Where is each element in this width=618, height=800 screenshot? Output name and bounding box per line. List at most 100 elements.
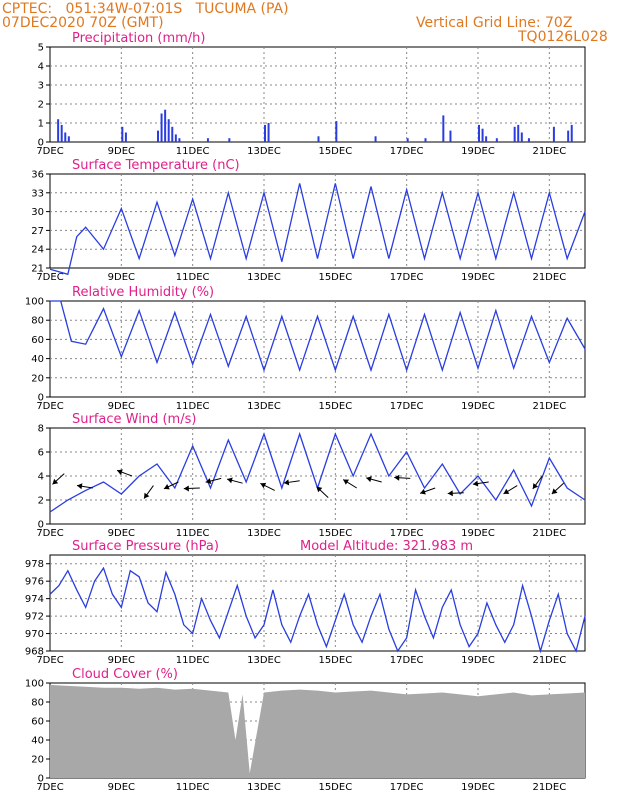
panel-4: 7DEC 9DEC 11DEC 13DEC 15DEC 17DEC 19DEC 21DEC 0 2…	[36, 412, 586, 539]
x-tick-label: 17DEC	[390, 146, 424, 157]
y-tick-label: 30	[31, 207, 44, 218]
y-tick-label: 6	[38, 448, 44, 459]
x-tick-label: 9DEC	[108, 146, 135, 157]
y-tick-label: 0	[38, 774, 44, 785]
x-tick-label: 15DEC	[318, 655, 352, 666]
precip-bar	[552, 126, 555, 142]
x-tick-label: 21DEC	[532, 146, 566, 157]
header-date: 07DEC2020 70Z (GMT)	[2, 15, 164, 31]
precip-bar	[478, 124, 480, 142]
panel-frame	[49, 173, 586, 269]
y-tick-label: 60	[31, 335, 44, 346]
x-tick-label: 17DEC	[390, 528, 424, 539]
precip-bar	[442, 115, 445, 142]
wind-arrow-head	[117, 469, 123, 475]
precip-bar	[160, 113, 163, 142]
header-station: CPTEC: 051:34W-07:01S TUCUMA (PA)	[2, 1, 289, 17]
wind-arrow-head	[205, 478, 212, 484]
precip-bar	[527, 138, 530, 142]
panel-1: 7DEC 9DEC 11DEC 13DEC 15DEC 17DEC 19DEC 21DEC 0 1…	[36, 31, 586, 157]
y-tick-label: 20	[31, 373, 44, 384]
precip-bar	[171, 126, 174, 142]
x-tick-label: 15DEC	[318, 528, 352, 539]
x-tick-label: 19DEC	[461, 146, 495, 157]
x-tick-label: 11DEC	[176, 782, 210, 793]
wind-arrow-head	[283, 479, 290, 486]
x-tick-label: 13DEC	[247, 146, 281, 157]
wind-arrow-head	[77, 483, 83, 490]
y-tick-label: 0	[38, 138, 44, 149]
x-tick-label: 11DEC	[176, 655, 210, 666]
x-tick-label: 19DEC	[461, 782, 495, 793]
panel-title: Cloud Cover (%)	[72, 667, 178, 682]
x-tick-label: 9DEC	[108, 401, 135, 412]
wind-arrow-head	[551, 488, 558, 495]
x-tick-label: 13DEC	[247, 272, 281, 283]
wind-arrow-head	[144, 492, 150, 499]
precip-bar	[264, 124, 266, 142]
wind-arrow-head	[52, 478, 59, 485]
precip-bar	[570, 124, 573, 142]
precip-bar	[481, 128, 484, 142]
x-tick-label: 19DEC	[461, 655, 495, 666]
x-tick-label: 7DEC	[36, 528, 63, 539]
precip-bar	[164, 109, 167, 142]
precip-bar	[267, 123, 270, 142]
y-tick-label: 20	[31, 755, 44, 766]
x-tick-label: 7DEC	[36, 782, 63, 793]
precip-bar	[317, 136, 320, 142]
y-tick-label: 5	[38, 43, 44, 54]
panel-title: Precipitation (mm/h)	[72, 31, 205, 46]
y-tick-label: 40	[31, 354, 44, 365]
precip-bar	[374, 136, 377, 142]
wind-arrow-head	[532, 483, 539, 489]
wind-arrow-head	[366, 476, 372, 483]
panel-6: 7DEC 9DEC 11DEC 13DEC 15DEC 17DEC 19DEC 21DEC 0 2…	[25, 667, 586, 793]
wind-arrow-head	[163, 483, 170, 490]
precip-bar	[67, 136, 70, 142]
y-tick-label: 974	[25, 594, 44, 605]
panel-title: Surface Pressure (hPa)	[72, 539, 219, 554]
precip-bar	[485, 136, 488, 142]
cloud-area	[50, 684, 585, 778]
x-tick-label: 17DEC	[390, 272, 424, 283]
y-tick-label: 970	[25, 629, 44, 640]
precip-bar	[335, 121, 338, 142]
panel-frame	[49, 46, 586, 143]
x-tick-label: 11DEC	[176, 146, 210, 157]
x-tick-label: 9DEC	[108, 272, 135, 283]
precip-bar	[567, 130, 570, 142]
wind-arrow-head	[343, 479, 349, 485]
x-tick-label: 19DEC	[461, 528, 495, 539]
y-tick-label: 33	[31, 188, 44, 199]
precip-bar	[424, 138, 427, 142]
x-tick-label: 15DEC	[318, 782, 352, 793]
precip-bar	[513, 126, 516, 142]
precip-bar	[206, 138, 209, 142]
precip-bar	[60, 124, 63, 142]
wind-arrow-head	[183, 485, 189, 492]
x-tick-label: 17DEC	[390, 655, 424, 666]
precip-bar	[121, 126, 124, 142]
y-tick-label: 21	[31, 264, 44, 275]
y-tick-label: 80	[31, 316, 44, 327]
precip-bar	[520, 132, 523, 142]
x-tick-label: 9DEC	[108, 782, 135, 793]
precip-bar	[174, 134, 177, 142]
x-tick-label: 13DEC	[247, 401, 281, 412]
panel-3: 7DEC 9DEC 11DEC 13DEC 15DEC 17DEC 19DEC 21DEC 0 2…	[25, 285, 586, 412]
y-tick-label: 2	[38, 100, 44, 111]
y-tick-label: 968	[25, 647, 44, 658]
header-model: TQ0126L028	[518, 29, 608, 45]
wind-arrow-head	[503, 488, 510, 494]
y-tick-label: 60	[31, 717, 44, 728]
y-tick-label: 0	[38, 520, 44, 531]
y-tick-label: 978	[25, 559, 44, 570]
series-line	[50, 300, 586, 373]
y-tick-label: 80	[31, 698, 44, 709]
wind-arrow-head	[447, 490, 453, 497]
series-line	[49, 183, 586, 276]
precip-bar	[449, 130, 452, 142]
precip-bar	[406, 138, 409, 142]
wind-arrow-head	[316, 486, 323, 493]
